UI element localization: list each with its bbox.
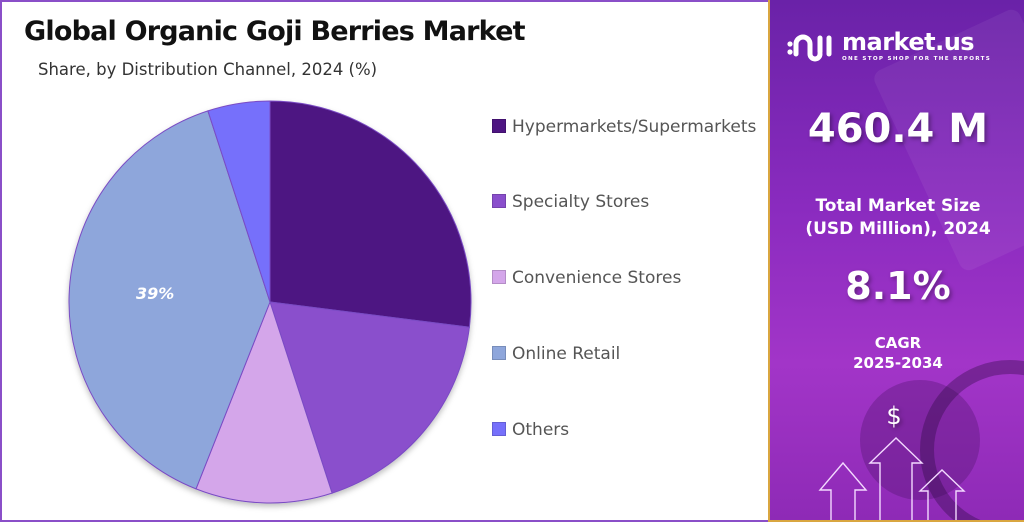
dollar-icon: $ — [886, 402, 902, 430]
legend-label-hypermarkets: Hypermarkets/Supermarkets — [512, 117, 757, 137]
summary-panel: market.us ONE STOP SHOP FOR THE REPORTS … — [768, 0, 1024, 522]
market-us-logo-icon — [787, 34, 832, 62]
pie-label-online-retail: 39% — [136, 284, 175, 303]
growth-arrows-icon — [818, 437, 966, 520]
legend-label-specialty-stores: Specialty Stores — [512, 192, 650, 212]
pie-slice-others — [207, 100, 271, 303]
legend-label-others: Others — [512, 420, 570, 440]
legend-label-online-retail: Online Retail — [512, 344, 621, 364]
brand-name: market.us — [842, 28, 975, 56]
chart-panel: Global Organic Goji Berries Market Share… — [0, 0, 768, 522]
pie-slice-specialty-stores — [269, 301, 470, 494]
legend-item-others: Others — [492, 417, 762, 444]
cagr-caption-line2: 2025-2034 — [853, 354, 943, 372]
legend-swatch-online-retail — [492, 346, 506, 360]
brand-logo: market.us ONE STOP SHOP FOR THE REPORTS — [786, 30, 991, 62]
brand-tagline: ONE STOP SHOP FOR THE REPORTS — [842, 56, 992, 62]
pie-slice-convenience-stores — [195, 300, 333, 504]
legend-item-specialty-stores: Specialty Stores — [492, 189, 762, 216]
legend-swatch-others — [492, 422, 506, 436]
legend-swatch-specialty-stores — [492, 194, 506, 208]
market-size-value: 460.4 M — [807, 106, 989, 152]
chart-title: Global Organic Goji Berries Market — [24, 16, 526, 47]
pie-slice-online-retail — [68, 110, 271, 490]
pie-chart-svg — [68, 100, 472, 504]
legend-swatch-hypermarkets — [492, 119, 506, 133]
legend-item-convenience-stores: Convenience Stores — [492, 265, 762, 292]
pie-chart: 39% — [62, 96, 482, 516]
legend-swatch-convenience-stores — [492, 270, 506, 284]
legend-item-online-retail: Online Retail — [492, 341, 762, 368]
legend-item-hypermarkets: Hypermarkets/Supermarkets — [492, 114, 762, 141]
cagr-caption-line1: CAGR — [874, 334, 922, 352]
market-size-caption-line1: Total Market Size — [815, 196, 981, 216]
legend-label-convenience-stores: Convenience Stores — [512, 268, 682, 288]
pie-slice-hypermarkets — [269, 100, 472, 328]
cagr-value: 8.1% — [845, 264, 951, 308]
market-size-caption-line2: (USD Million), 2024 — [805, 219, 991, 239]
chart-subtitle: Share, by Distribution Channel, 2024 (%) — [38, 60, 378, 79]
